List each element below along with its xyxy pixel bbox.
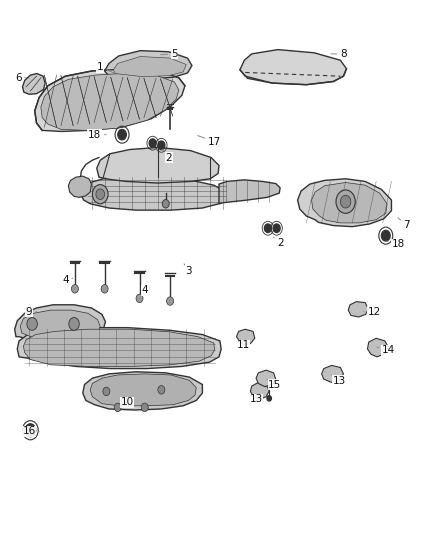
Text: 10: 10 (121, 397, 134, 407)
Circle shape (92, 184, 108, 204)
Text: 7: 7 (398, 218, 410, 230)
Text: 18: 18 (88, 130, 106, 140)
Polygon shape (219, 180, 280, 204)
Polygon shape (240, 50, 346, 85)
Text: 3: 3 (184, 264, 192, 276)
Text: 13: 13 (332, 375, 346, 386)
Circle shape (25, 424, 35, 437)
Circle shape (118, 130, 127, 140)
Polygon shape (321, 366, 343, 382)
Circle shape (340, 195, 351, 208)
Polygon shape (256, 370, 276, 386)
Text: 8: 8 (331, 49, 347, 59)
Polygon shape (90, 374, 196, 406)
Circle shape (381, 230, 390, 241)
Circle shape (141, 403, 148, 411)
Text: 16: 16 (22, 426, 39, 437)
Text: 2: 2 (274, 237, 283, 247)
Circle shape (158, 385, 165, 394)
Text: 4: 4 (141, 286, 149, 295)
Text: 9: 9 (26, 306, 36, 317)
Circle shape (273, 224, 280, 232)
Circle shape (114, 403, 121, 411)
Polygon shape (17, 328, 221, 368)
Polygon shape (23, 329, 215, 367)
Circle shape (149, 139, 156, 148)
Text: 11: 11 (237, 340, 250, 350)
Polygon shape (348, 302, 368, 317)
Polygon shape (97, 148, 219, 183)
Circle shape (103, 387, 110, 395)
Circle shape (336, 190, 355, 213)
Circle shape (27, 318, 37, 330)
Polygon shape (237, 329, 255, 345)
Polygon shape (35, 69, 185, 132)
Polygon shape (41, 73, 179, 131)
Polygon shape (251, 382, 269, 399)
Text: 1: 1 (97, 62, 114, 73)
Text: 15: 15 (267, 379, 282, 390)
Polygon shape (311, 182, 387, 223)
Circle shape (101, 285, 108, 293)
Polygon shape (68, 176, 92, 197)
Text: 13: 13 (250, 394, 263, 405)
Polygon shape (20, 310, 100, 339)
Polygon shape (22, 74, 45, 94)
Text: 2: 2 (162, 150, 172, 163)
Text: 14: 14 (377, 345, 395, 356)
Circle shape (166, 297, 173, 305)
Text: 4: 4 (62, 275, 73, 285)
Circle shape (69, 318, 79, 330)
Polygon shape (367, 338, 389, 357)
Circle shape (136, 294, 143, 303)
Text: 6: 6 (15, 73, 26, 83)
Polygon shape (80, 177, 227, 210)
Text: 5: 5 (161, 49, 178, 59)
Text: 18: 18 (387, 239, 405, 249)
Polygon shape (83, 372, 202, 410)
Circle shape (96, 189, 105, 199)
Polygon shape (297, 179, 392, 227)
Circle shape (158, 141, 165, 150)
Circle shape (71, 285, 78, 293)
Polygon shape (113, 56, 186, 77)
Circle shape (267, 395, 272, 401)
Text: 17: 17 (198, 135, 221, 147)
Polygon shape (105, 51, 192, 79)
Text: 12: 12 (364, 306, 381, 317)
Polygon shape (14, 305, 106, 341)
Circle shape (265, 224, 272, 232)
Circle shape (162, 199, 169, 208)
